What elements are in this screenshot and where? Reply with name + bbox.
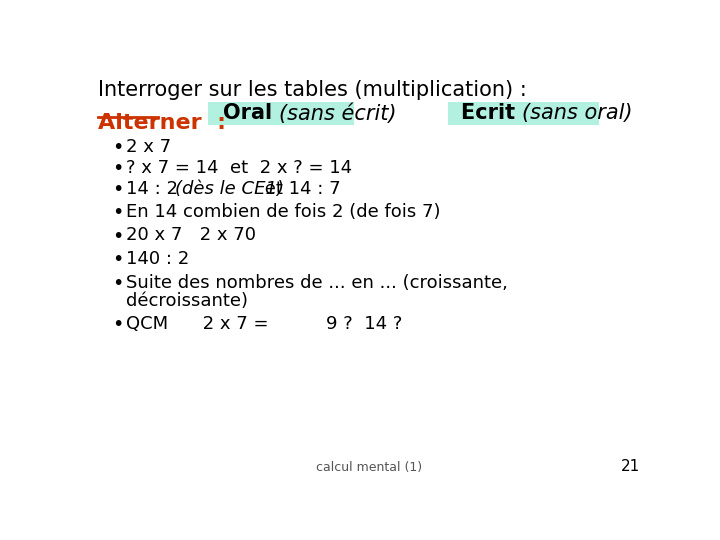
Text: •: • (112, 138, 123, 157)
Text: Suite des nombres de ... en ... (croissante,: Suite des nombres de ... en ... (croissa… (126, 274, 508, 292)
FancyBboxPatch shape (208, 102, 354, 125)
Text: Interroger sur les tables (multiplication) :: Interroger sur les tables (multiplicatio… (98, 80, 526, 100)
Text: •: • (112, 204, 123, 222)
Text: QCM      2 x 7 =          9 ?  14 ?: QCM 2 x 7 = 9 ? 14 ? (126, 315, 402, 333)
FancyBboxPatch shape (448, 102, 599, 125)
Text: Alterner  :: Alterner : (98, 112, 226, 132)
Text: et 14 : 7: et 14 : 7 (259, 179, 341, 198)
Text: (sans écrit): (sans écrit) (279, 103, 397, 124)
Text: •: • (112, 274, 123, 293)
Text: (sans oral): (sans oral) (522, 103, 633, 123)
Text: •: • (112, 179, 123, 199)
Text: calcul mental (1): calcul mental (1) (316, 462, 422, 475)
Text: 14 : 2: 14 : 2 (126, 179, 189, 198)
Text: 140 : 2: 140 : 2 (126, 249, 189, 268)
Text: 20 x 7   2 x 70: 20 x 7 2 x 70 (126, 226, 256, 245)
Text: 21: 21 (621, 460, 640, 475)
Text: 2 x 7: 2 x 7 (126, 138, 171, 156)
Text: •: • (112, 249, 123, 268)
Text: •: • (112, 226, 123, 246)
Text: Ecrit: Ecrit (461, 103, 522, 123)
Text: ? x 7 = 14  et  2 x ? = 14: ? x 7 = 14 et 2 x ? = 14 (126, 159, 352, 177)
Text: •: • (112, 315, 123, 334)
Text: (dès le CE1): (dès le CE1) (175, 179, 284, 198)
Text: décroissante): décroissante) (126, 292, 248, 310)
Text: En 14 combien de fois 2 (de fois 7): En 14 combien de fois 2 (de fois 7) (126, 204, 440, 221)
Text: •: • (112, 159, 123, 178)
Text: Oral: Oral (222, 103, 279, 123)
